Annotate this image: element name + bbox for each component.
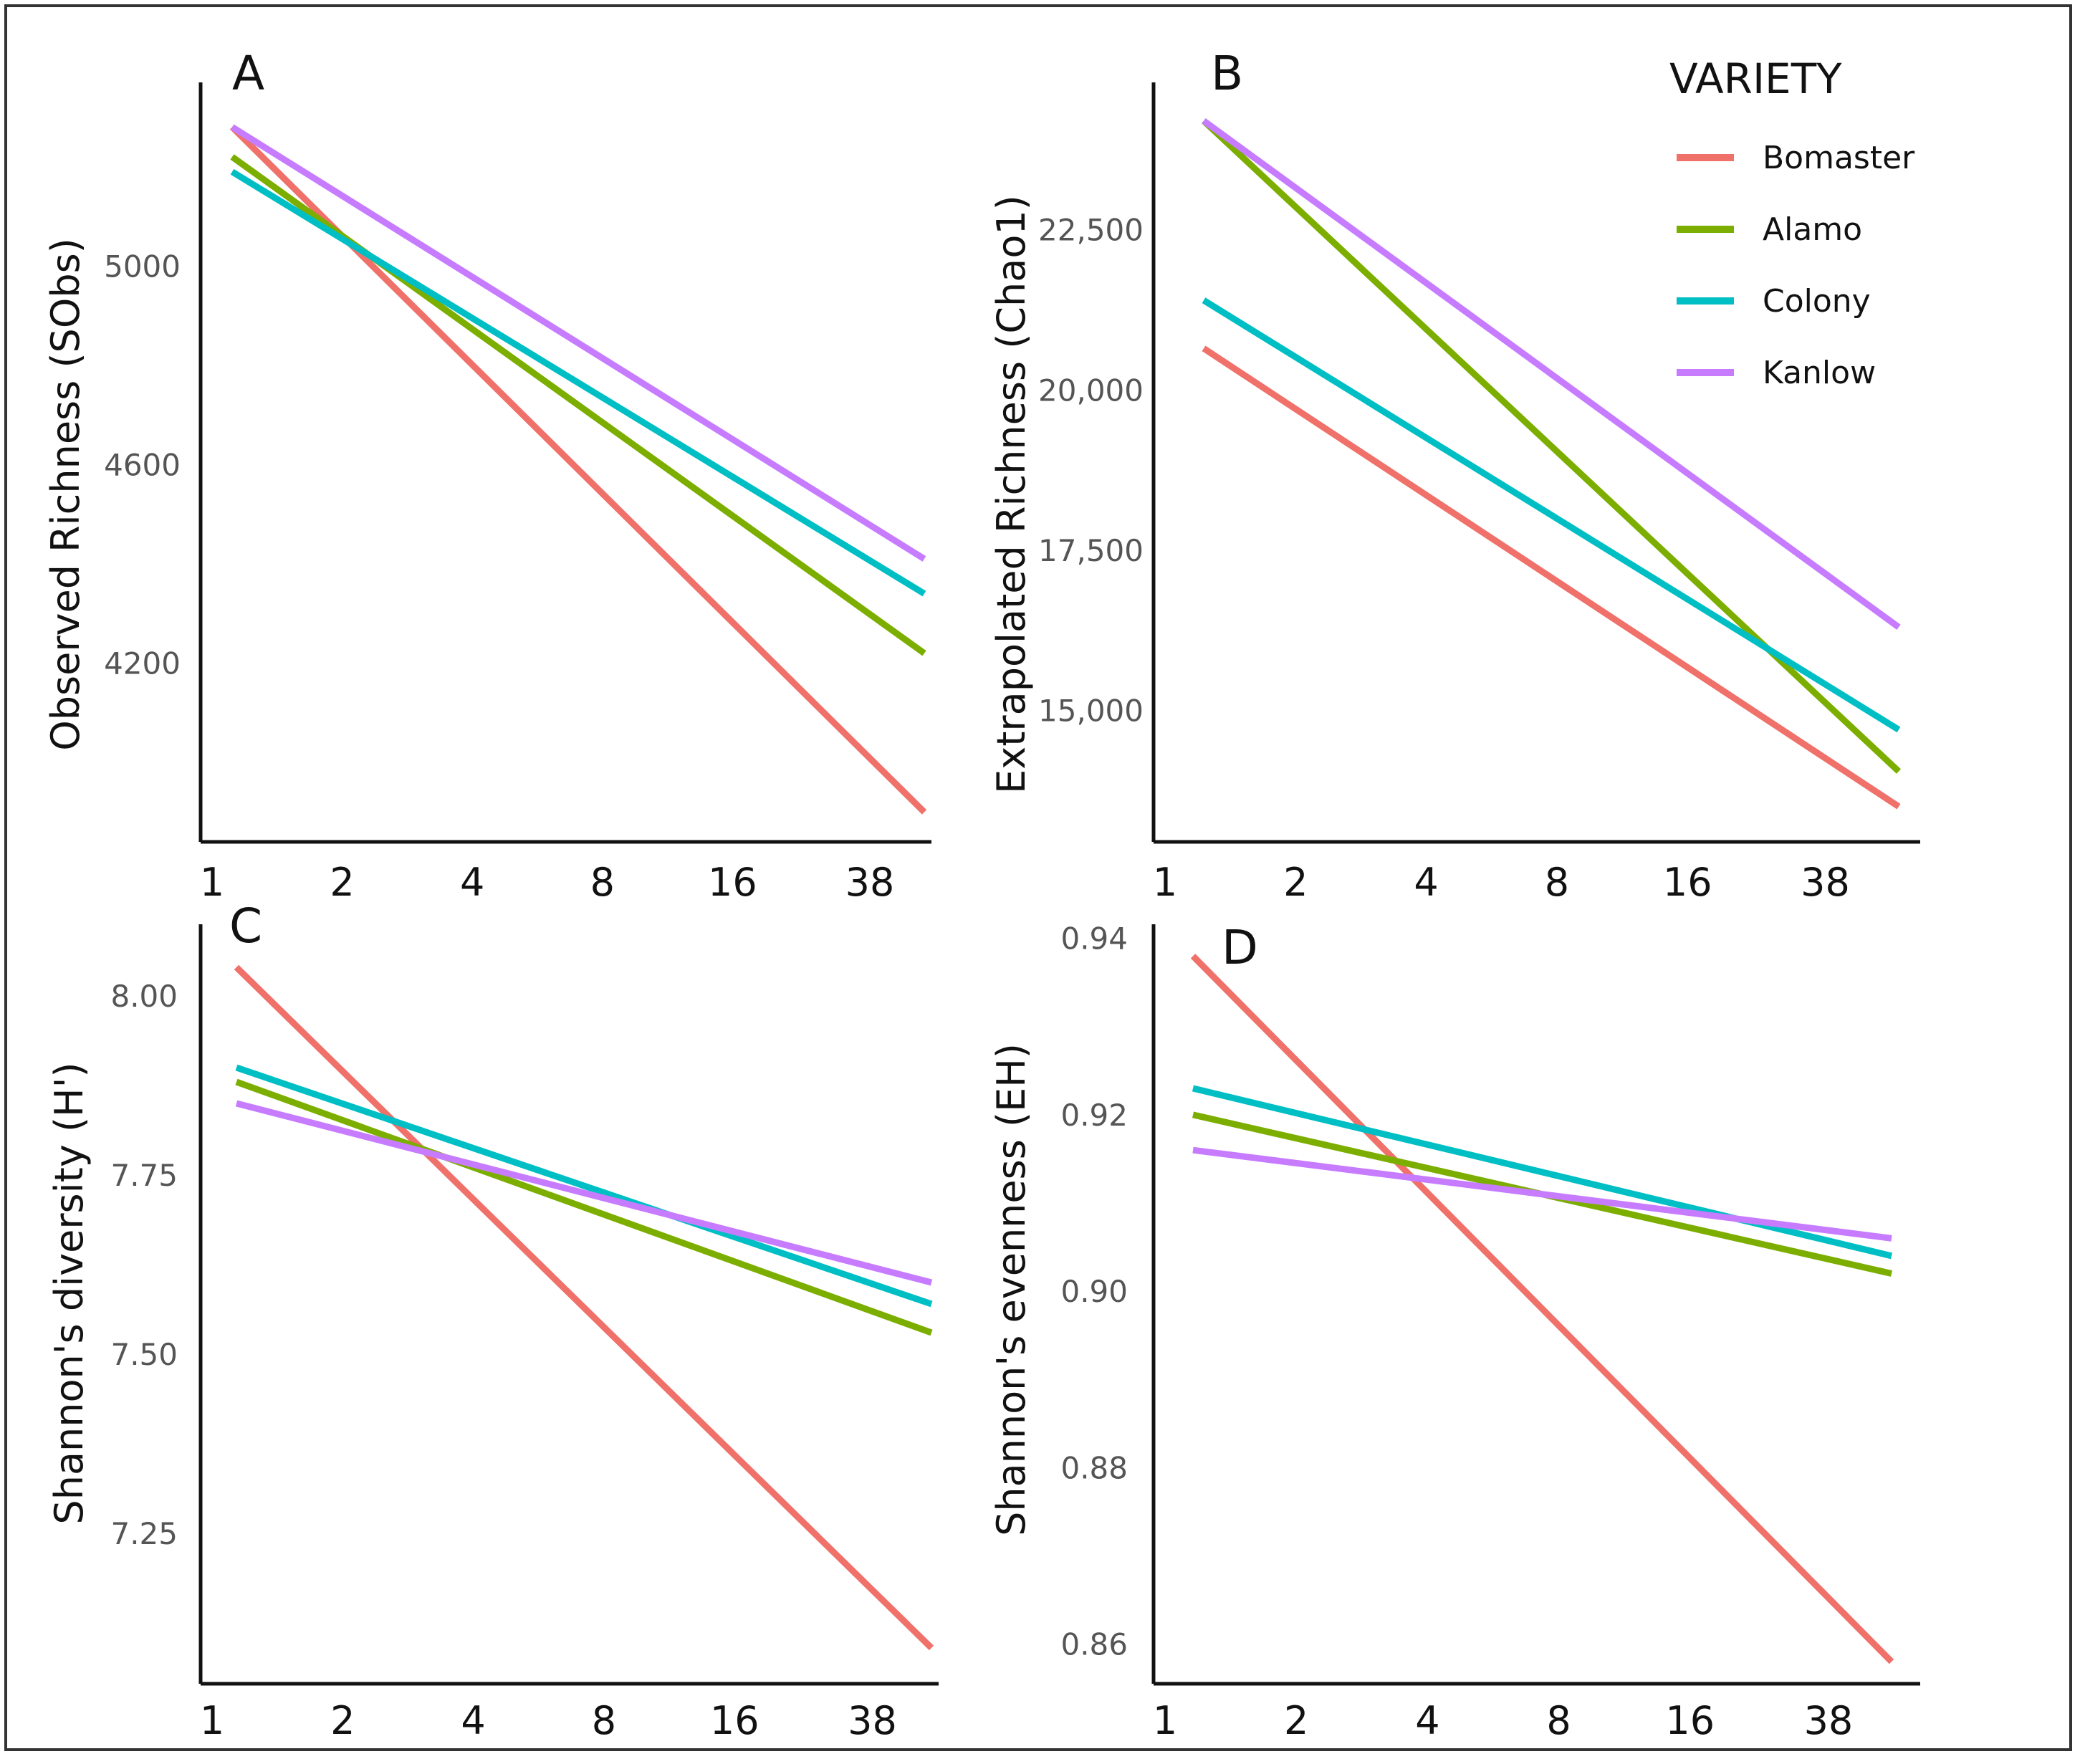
x-tick-label-b: 16 — [1663, 860, 1712, 905]
y-axis-title-b: Extrapolated Richness (Chao1) — [989, 195, 1034, 794]
x-tick-label-c: 4 — [461, 1698, 485, 1743]
series-line-kanlow-a — [230, 124, 926, 562]
y-tick-label-b: 20,000 — [1038, 373, 1144, 408]
x-tick-label-a: 38 — [845, 860, 895, 905]
legend-label-kanlow: Kanlow — [1763, 355, 1876, 391]
x-tick-label-b: 8 — [1545, 860, 1569, 905]
y-tick-label-b: 15,000 — [1038, 694, 1144, 729]
series-line-colony-d — [1192, 1085, 1893, 1260]
y-tick-label-d: 0.86 — [1060, 1627, 1128, 1662]
series-line-colony-b — [1202, 297, 1901, 733]
legend-label-colony: Colony — [1763, 283, 1871, 320]
y-tick-label-c: 7.75 — [110, 1158, 178, 1193]
y-tick-label-d: 0.94 — [1060, 921, 1128, 957]
panel-a: A Observed Richness (SObs) 5000 4600 4200 1… — [43, 46, 931, 905]
panel-label-d: D — [1222, 920, 1258, 975]
x-tick-label-c: 1 — [200, 1698, 224, 1743]
x-tick-label-a: 2 — [330, 860, 354, 905]
x-tick-label-c: 16 — [710, 1698, 759, 1743]
panel-label-b: B — [1211, 46, 1243, 101]
y-tick-label-c: 7.50 — [110, 1337, 178, 1372]
series-line-kanlow-b — [1202, 118, 1901, 630]
x-tick-label-c: 8 — [592, 1698, 616, 1743]
series-line-alamo-b — [1201, 118, 1902, 774]
y-tick-label-d: 0.92 — [1060, 1098, 1128, 1133]
panel-label-c: C — [229, 898, 262, 954]
legend: VARIETY Bomaster Alamo Colony Kanlow — [1669, 54, 1915, 391]
x-tick-label-d: 4 — [1415, 1698, 1439, 1743]
x-tick-label-c: 2 — [330, 1698, 355, 1743]
legend-label-alamo: Alamo — [1763, 211, 1862, 248]
panel-b: B Extrapolated Richness (Chao1) 22,500 20… — [989, 46, 1920, 905]
x-tick-label-a: 16 — [708, 860, 757, 905]
x-tick-label-b: 2 — [1283, 860, 1308, 905]
legend-label-bomaster: Bomaster — [1763, 140, 1915, 176]
panel-d: D Shannon's evenness (EH) 0.94 0.92 0.90 0.… — [989, 920, 1920, 1743]
y-tick-label-a: 5000 — [104, 249, 181, 284]
series-line-kanlow-d — [1192, 1146, 1892, 1242]
x-tick-label-b: 38 — [1801, 860, 1850, 905]
x-tick-label-d: 38 — [1804, 1698, 1854, 1743]
x-tick-label-b: 1 — [1153, 860, 1177, 905]
x-tick-label-b: 4 — [1414, 860, 1438, 905]
y-tick-label-a: 4200 — [104, 646, 181, 681]
y-tick-label-d: 0.88 — [1060, 1450, 1128, 1485]
series-line-alamo-c — [235, 1078, 933, 1336]
y-tick-label-b: 22,500 — [1038, 213, 1144, 248]
x-tick-label-a: 8 — [590, 860, 615, 905]
series-line-colony-c — [235, 1064, 933, 1308]
legend-title: VARIETY — [1669, 54, 1842, 103]
y-tick-label-c: 7.25 — [110, 1516, 178, 1551]
x-tick-label-d: 2 — [1284, 1698, 1308, 1743]
y-axis-title-a: Observed Richness (SObs) — [43, 238, 88, 751]
y-tick-label-d: 0.90 — [1060, 1274, 1128, 1309]
x-tick-label-d: 8 — [1546, 1698, 1571, 1743]
y-tick-label-a: 4600 — [104, 447, 181, 482]
x-tick-label-d: 16 — [1665, 1698, 1715, 1743]
series-line-kanlow-c — [235, 1100, 933, 1286]
figure-frame — [4, 4, 2072, 1751]
series-line-bomaster-c — [234, 964, 934, 1651]
series-line-colony-a — [230, 168, 926, 597]
y-tick-label-c: 8.00 — [110, 979, 178, 1014]
x-tick-label-a: 1 — [200, 860, 224, 905]
x-tick-label-c: 38 — [848, 1698, 897, 1743]
y-tick-label-b: 17,500 — [1038, 533, 1144, 568]
series-line-bomaster-d — [1190, 954, 1894, 1664]
panel-c: C Shannon's diversity (H') 8.00 7.75 7.50 7… — [47, 898, 939, 1743]
panel-label-a: A — [232, 46, 264, 101]
x-tick-label-d: 1 — [1153, 1698, 1177, 1743]
x-tick-label-a: 4 — [460, 860, 484, 905]
series-line-bomaster-b — [1202, 345, 1901, 810]
y-axis-title-d: Shannon's evenness (EH) — [989, 1043, 1034, 1536]
y-axis-title-c: Shannon's diversity (H') — [47, 1062, 92, 1524]
